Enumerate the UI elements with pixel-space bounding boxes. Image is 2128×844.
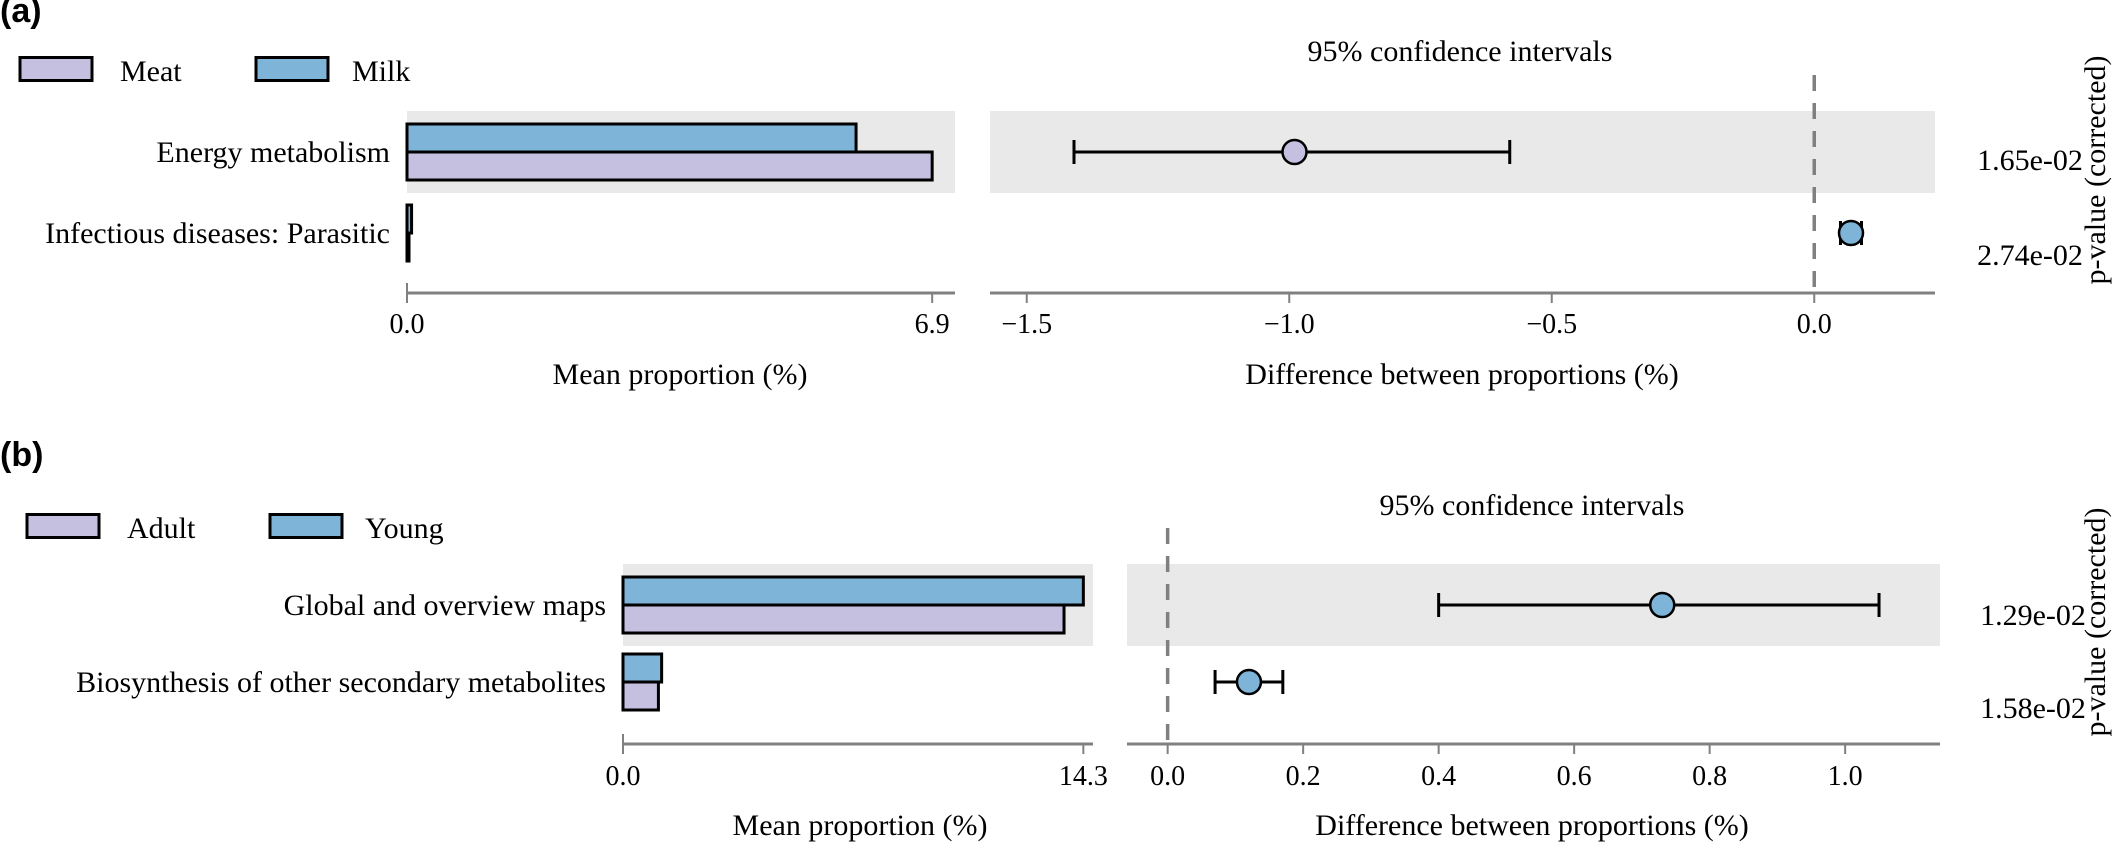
- bar-x-label: Mean proportion (%): [553, 358, 808, 391]
- panel-label: (b): [0, 436, 43, 474]
- pvalue-axis-label: p-value (corrected): [2079, 507, 2112, 736]
- ci-title: 95% confidence intervals: [1380, 489, 1685, 522]
- bar-tick-label-0: 0.0: [606, 761, 641, 792]
- bar-milk-1: [405, 203, 414, 235]
- ci-tick-label-2: −0.5: [1526, 309, 1577, 340]
- ci-point-1: [1837, 219, 1865, 247]
- ci-tick-label-3: 0.0: [1797, 309, 1832, 340]
- category-label-1: Infectious diseases: Parasitic: [45, 217, 390, 250]
- pvalue-1: 2.74e-02: [1977, 239, 2083, 272]
- legend-swatch-0: [18, 56, 94, 82]
- legend-label-1: Young: [365, 512, 444, 545]
- ci-tick-label-5: 1.0: [1828, 761, 1863, 792]
- ci-tick-label-1: −1.0: [1264, 309, 1315, 340]
- bar-adult-1: [621, 680, 660, 712]
- legend-label-0: Adult: [127, 512, 196, 545]
- panel-b: (b) Adult Young 95% confidence intervals Glo…: [0, 436, 2112, 842]
- legend-swatch-1: [268, 513, 344, 539]
- category-label-1: Biosynthesis of other secondary metaboli…: [76, 666, 606, 699]
- panel-a: (a) Meat Milk 95% confidence intervals Energ…: [0, 0, 2112, 391]
- ci-point-0: [1281, 138, 1308, 166]
- ci-tick-label-3: 0.6: [1557, 761, 1592, 792]
- bar-tick-label-1: 6.9: [915, 309, 950, 340]
- ci-tick-label-0: −1.5: [1001, 309, 1052, 340]
- ci-point-0: [1648, 591, 1676, 619]
- ci-tick-label-0: 0.0: [1150, 761, 1185, 792]
- bar-adult-0: [621, 603, 1066, 635]
- ci-tick-label-1: 0.2: [1286, 761, 1321, 792]
- bar-tick-label-1: 14.3: [1059, 761, 1108, 792]
- legend-label-1: Milk: [352, 55, 410, 88]
- legend-swatch-1: [254, 56, 330, 82]
- bar-x-label: Mean proportion (%): [733, 809, 988, 842]
- category-label-0: Global and overview maps: [284, 589, 606, 622]
- pvalue-0: 1.65e-02: [1977, 144, 2083, 177]
- panel-label: (a): [0, 0, 42, 30]
- bar-meat-1: [405, 231, 411, 263]
- category-label-0: Energy metabolism: [156, 136, 390, 169]
- pvalue-0: 1.29e-02: [1980, 599, 2086, 632]
- ci-x-label: Difference between proportions (%): [1315, 809, 1748, 842]
- ci-tick-label-2: 0.4: [1421, 761, 1456, 792]
- ci-title: 95% confidence intervals: [1308, 35, 1613, 68]
- pvalue-axis-label: p-value (corrected): [2079, 55, 2112, 284]
- pvalue-1: 1.58e-02: [1980, 692, 2086, 725]
- ci-tick-label-4: 0.8: [1692, 761, 1727, 792]
- legend-label-0: Meat: [120, 55, 182, 88]
- ci-x-label: Difference between proportions (%): [1245, 358, 1678, 391]
- bar-meat-0: [405, 150, 934, 182]
- bar-young-1: [621, 652, 664, 684]
- bar-milk-0: [405, 122, 858, 154]
- legend-swatch-0: [25, 513, 101, 539]
- ci-point-1: [1235, 668, 1263, 696]
- bar-young-0: [621, 575, 1085, 607]
- bar-tick-label-0: 0.0: [390, 309, 425, 340]
